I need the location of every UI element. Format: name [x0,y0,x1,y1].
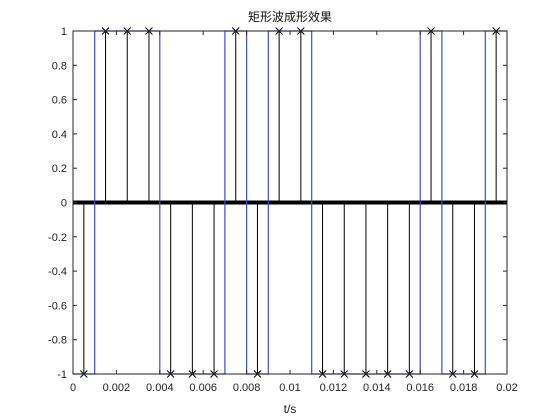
x-tick-label: 0.018 [450,382,478,394]
x-tick-label: 0.01 [279,382,300,394]
x-tick-label: 0.014 [363,382,391,394]
x-tick-label: 0.012 [320,382,348,394]
y-tick-label: 0.6 [52,95,67,107]
x-tick-label: 0.008 [233,382,261,394]
x-tick-label: 0 [70,382,76,394]
x-tick-label: 0.004 [146,382,174,394]
x-tick-label: 0.002 [103,382,131,394]
x-tick-label: 0.006 [189,382,217,394]
y-tick-label: 1 [61,26,67,38]
y-tick-label: 0.4 [52,129,67,141]
y-tick-label: -0.4 [48,266,67,278]
y-tick-label: -0.8 [48,335,67,347]
y-tick-label: -0.2 [48,232,67,244]
axes-layer: 0 0.002 0.004 0.006 0.008 0.01 0.012 0.014 0.016… [48,26,518,394]
y-tick-label: -0.6 [48,300,67,312]
y-tick-label: -1 [57,369,67,381]
y-tick-label: 0 [61,198,67,210]
chart-title: 矩形波成形效果 [248,9,332,24]
y-tick-label: 0.2 [52,163,67,175]
x-tick-label: 0.02 [496,382,517,394]
x-axis-label: t/s [284,402,297,416]
x-tick-label: 0.016 [406,382,434,394]
y-tick-label: 0.8 [52,60,67,72]
